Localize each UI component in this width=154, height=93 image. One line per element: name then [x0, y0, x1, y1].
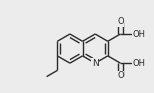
Text: OH: OH [133, 59, 146, 68]
Text: O: O [117, 71, 124, 80]
Text: O: O [117, 17, 124, 26]
Text: OH: OH [133, 29, 146, 39]
Text: N: N [92, 59, 99, 68]
